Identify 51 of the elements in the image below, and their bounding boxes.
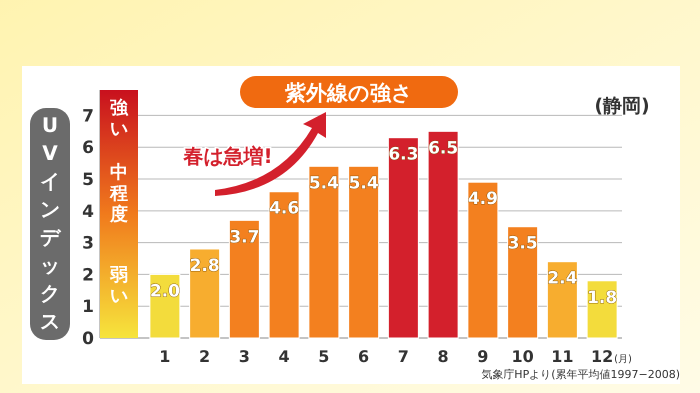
data-label: 3.7	[229, 227, 260, 248]
x-tick-label: 6	[358, 347, 370, 366]
x-tick-label: 4	[278, 347, 290, 366]
text: 弱い	[109, 264, 128, 306]
data-label: 2.0	[150, 281, 180, 302]
data-label: 2.8	[190, 256, 220, 276]
y-tick-label: 4	[82, 202, 94, 222]
y-tick-label: 0	[82, 329, 94, 349]
x-tick-label: 11	[551, 347, 574, 366]
data-label: 3.5	[508, 234, 538, 254]
data-label: 2.4	[547, 268, 578, 289]
data-label: 5.4	[348, 173, 379, 194]
bar	[388, 137, 419, 338]
x-tick-label: 9	[477, 347, 488, 366]
y-tick-label: 1	[82, 297, 94, 318]
bar	[189, 248, 220, 338]
chart-title: 紫外線の強さ	[284, 81, 413, 105]
x-tick-label: 2	[199, 347, 210, 366]
x-tick-label: 8	[438, 347, 449, 366]
x-tick-label: 5	[318, 347, 330, 366]
chart-subtitle: (静岡)	[594, 95, 650, 117]
x-tick-label: 12	[590, 347, 614, 366]
y-axis-title: UVインデックス	[40, 113, 62, 333]
y-tick-label: 5	[82, 170, 94, 190]
x-tick-label: 1	[159, 347, 170, 366]
x-tick-label: 7	[398, 347, 409, 366]
bar	[308, 166, 340, 338]
x-axis-title: (月)	[614, 354, 632, 365]
bar	[348, 166, 380, 338]
data-label: 1.8	[587, 288, 618, 308]
y-tick-label: 7	[82, 106, 94, 126]
data-label: 4.6	[269, 198, 300, 219]
text: 中程度	[109, 162, 128, 226]
x-tick-label: 3	[238, 347, 250, 366]
y-tick-label: 2	[82, 265, 94, 286]
y-tick-label: 3	[82, 234, 94, 254]
data-label: 5.4	[308, 173, 340, 194]
text: 強い	[110, 97, 129, 140]
text: 気象庁HPより(累年平均値1997−2008)	[481, 368, 680, 381]
y-tick-label: 6	[82, 138, 94, 158]
bar	[428, 130, 459, 338]
bar	[546, 261, 578, 338]
x-tick-label: 10	[511, 347, 534, 366]
bar	[507, 226, 538, 338]
bar	[228, 220, 260, 338]
data-label: 6.5	[428, 138, 458, 158]
bar	[467, 182, 498, 338]
annotation: 春は急増!	[182, 144, 273, 168]
bar	[268, 191, 300, 338]
data-label: 6.3	[388, 144, 418, 165]
data-label: 4.9	[468, 189, 498, 210]
